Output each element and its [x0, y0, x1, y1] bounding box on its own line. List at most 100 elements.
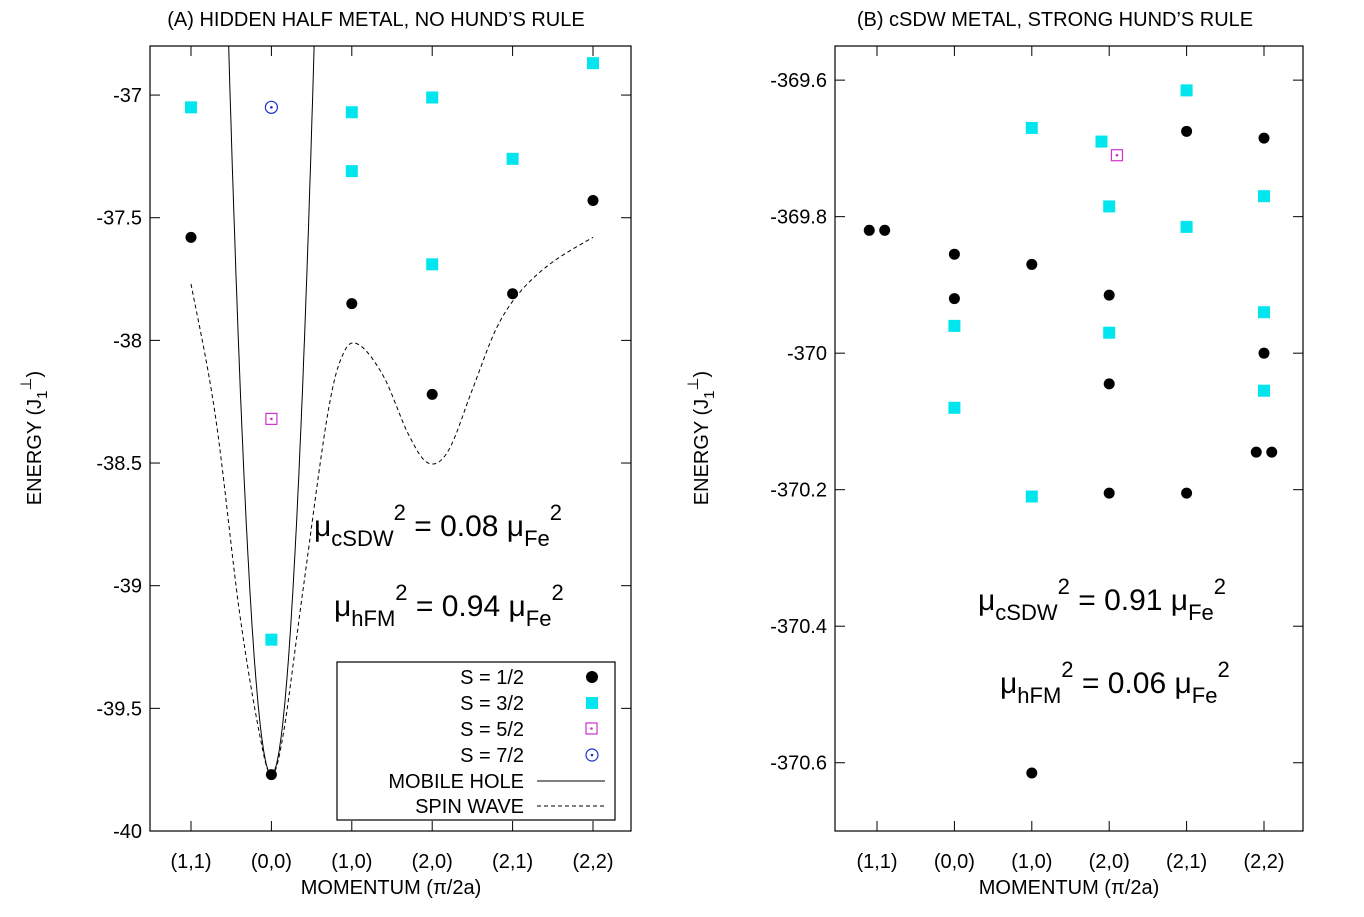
panel-a-point-12	[507, 288, 519, 300]
panel-a-y-tick-label: -40	[113, 821, 142, 843]
panel-a-y-tick-label: -38	[113, 330, 142, 352]
panel-b-x-tick-label: (2,1)	[1166, 851, 1207, 873]
legend-marker-s52	[585, 722, 598, 735]
panel-a-point-32	[506, 152, 519, 165]
panel-a-y-axis-title: ENERGY (J1⊥)	[18, 371, 51, 505]
panel-a-point-72	[264, 100, 278, 114]
panel-a-point-12	[265, 769, 277, 781]
panel-b-point-32	[1095, 135, 1108, 148]
panel-a-y-tick-label: -39	[113, 576, 142, 598]
panel-a-frame	[149, 45, 632, 832]
panel-b-point-12	[1258, 347, 1270, 359]
panel-b-point-12	[879, 224, 891, 236]
panel-b-x-axis-title: MOMENTUM (π/2a)	[979, 877, 1159, 899]
panel-b-point-32	[1258, 190, 1270, 203]
panel-a-point-12	[426, 388, 438, 400]
panel-b-annotation-2: μhFM2 = 0.06 μFe2	[1000, 657, 1230, 708]
legend-marker-s12	[586, 671, 598, 683]
panel-a-y-tick-label: -39.5	[96, 698, 142, 720]
panel-b-point-32	[1025, 121, 1038, 134]
legend-box	[336, 661, 616, 821]
panel-a-point-12	[587, 195, 599, 207]
panel-b-y-axis-title: ENERGY (J1⊥)	[685, 371, 718, 505]
panel-a-annotation-2: μhFM2 = 0.94 μFe2	[334, 580, 564, 631]
legend-label-s12: S = 1/2	[460, 667, 524, 689]
panel-a-x-tick-label: (1,0)	[331, 851, 372, 873]
panel-a-point-32	[185, 101, 197, 114]
panel-b-point-32	[1103, 200, 1116, 213]
panel-b-title: (B) cSDW METAL, STRONG HUND’S RULE	[857, 9, 1253, 31]
mobile-hole-curve	[228, 46, 315, 776]
panel-a-x-tick-label: (0,0)	[251, 851, 292, 873]
panel-a-annotation-1: μcSDW2 = 0.08 μFe2	[314, 500, 562, 551]
legend-label-s52: S = 5/2	[460, 719, 524, 741]
panel-b-point-12	[863, 224, 875, 236]
panel-b-point-12	[948, 248, 960, 260]
panel-a-point-32	[345, 106, 358, 119]
legend-marker-s72-dot	[590, 753, 594, 757]
legend-marker-s72	[585, 748, 599, 762]
panel-a-title: (A) HIDDEN HALF METAL, NO HUND’S RULE	[167, 9, 584, 31]
panel-b-point-12	[1103, 289, 1115, 301]
panel-a-x-tick-label: (2,2)	[572, 851, 613, 873]
legend-marker-s32	[586, 697, 598, 709]
panel-b-y-tick-label: -370	[787, 343, 827, 365]
panel-a-y-tick-label: -38.5	[96, 453, 142, 475]
panel-a-point-32	[265, 633, 278, 646]
panel-b-point-12	[1181, 125, 1193, 137]
panel-b-point-12	[1266, 446, 1278, 458]
panel-a-point-32	[587, 57, 599, 70]
panel-a-point-12	[185, 231, 197, 243]
panel-b-point-12	[1026, 258, 1038, 270]
panel-b-y-tick-label: -369.6	[770, 70, 827, 92]
panel-b-x-tick-label: (2,0)	[1089, 851, 1130, 873]
panel-a-x-tick-label: (2,1)	[492, 851, 533, 873]
panel-b-point-12	[948, 293, 960, 305]
panel-b-point-32	[948, 319, 961, 332]
panel-b-point-12	[1250, 446, 1262, 458]
panel-b-frame	[834, 45, 1304, 832]
spin-wave-curve	[190, 236, 594, 776]
panel-a-y-tick-label: -37.5	[96, 208, 142, 230]
panel-b-point-12	[1258, 132, 1270, 144]
panel-a-point-32	[345, 165, 358, 178]
panel-b-y-tick-label: -370.6	[770, 753, 827, 775]
panel-b-point-32	[1180, 84, 1193, 97]
panel-b-y-tick-label: -370.2	[770, 480, 827, 502]
panel-a-point-32	[426, 91, 439, 104]
panel-b-x-tick-label: (2,2)	[1243, 851, 1284, 873]
panel-a-x-axis-title: MOMENTUM (π/2a)	[301, 877, 481, 899]
panel-b-point-12	[1103, 378, 1115, 390]
panel-a-point-52	[265, 412, 278, 425]
panel-b-y-tick-label: -370.4	[770, 616, 827, 638]
legend-label-spin-wave: SPIN WAVE	[415, 796, 524, 818]
panel-b-annotation-1: μcSDW2 = 0.91 μFe2	[978, 574, 1226, 625]
legend-label-s32: S = 3/2	[460, 693, 524, 715]
panel-b-point-32	[1103, 326, 1116, 339]
panel-a: (A) HIDDEN HALF METAL, NO HUND’S RULE -3…	[18, 9, 632, 899]
panel-a-x-tick-label: (1,1)	[170, 851, 211, 873]
panel-a-x-tick-label: (2,0)	[412, 851, 453, 873]
panel-b-point-32	[1258, 384, 1270, 397]
panel-b-x-tick-label: (0,0)	[934, 851, 975, 873]
panel-b: (B) cSDW METAL, STRONG HUND’S RULE -369.…	[685, 9, 1304, 899]
panel-a-point-32	[426, 258, 439, 271]
legend-marker-s52-dot	[590, 727, 593, 730]
panel-b-point-32	[1258, 306, 1270, 319]
panel-b-x-tick-label: (1,0)	[1011, 851, 1052, 873]
panel-a-legend: S = 1/2 S = 3/2 S = 5/2 S = 7/2 MOBILE H…	[336, 661, 616, 821]
panel-b-point-12	[1181, 487, 1193, 499]
legend-label-mobile-hole: MOBILE HOLE	[388, 771, 524, 793]
legend-label-s72: S = 7/2	[460, 745, 524, 767]
panel-b-point-12	[1103, 487, 1115, 499]
panel-b-point-32	[1180, 220, 1193, 233]
panel-b-point-32	[948, 401, 961, 414]
panel-a-y-tick-label: -37	[113, 85, 142, 107]
panel-b-point-12	[1026, 767, 1038, 779]
panel-b-y-tick-label: -369.8	[770, 207, 827, 229]
panel-b-point-32	[1025, 490, 1038, 503]
panel-b-point-52	[1110, 149, 1124, 162]
panel-a-point-12	[346, 298, 358, 310]
panel-b-x-tick-label: (1,1)	[856, 851, 897, 873]
